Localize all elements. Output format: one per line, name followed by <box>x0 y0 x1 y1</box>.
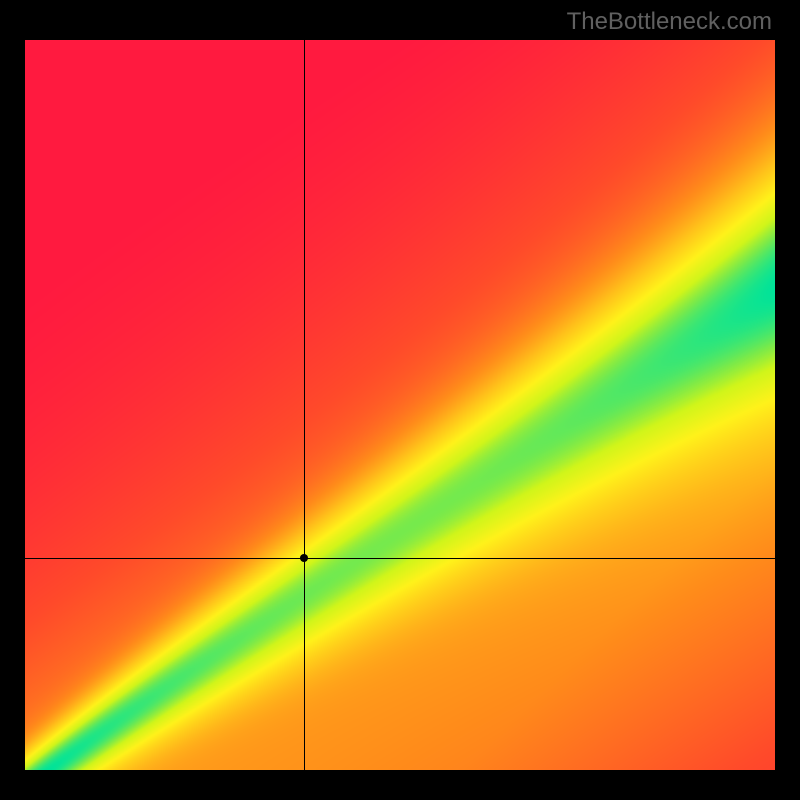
bottleneck-heatmap <box>25 40 775 770</box>
crosshair-vertical <box>304 40 305 770</box>
plot-area <box>25 40 775 770</box>
crosshair-horizontal <box>25 558 775 559</box>
marker-dot <box>300 554 308 562</box>
watermark-text: TheBottleneck.com <box>567 8 772 36</box>
